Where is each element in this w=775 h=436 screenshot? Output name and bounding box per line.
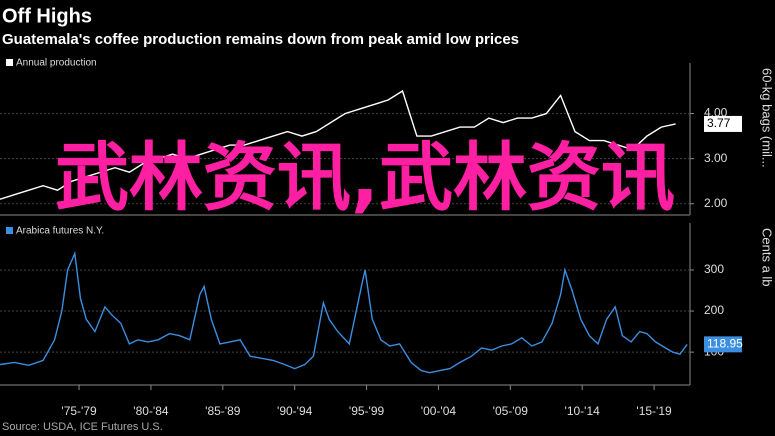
x-tick-label: '05-'09 [493,404,529,418]
x-tick-label: '15-'19 [636,404,672,418]
y-tick-label: 300 [704,262,724,276]
data-line [0,250,688,374]
y-tick-label: 2.00 [704,196,728,210]
legend-label: Annual production [16,58,97,69]
value-tag [704,336,742,353]
y-axis-label: 60-kg bags (mil... [760,68,775,168]
watermark: 武林资讯,武林资讯 [54,135,676,221]
data-line [0,89,676,200]
y-tick-label: 3.00 [704,151,728,165]
value-tag-label: 118.95 [707,337,743,351]
value-tag-label: 3.77 [707,116,731,130]
legend-label: Arabica futures N.Y. [16,226,104,237]
x-tick-label: '00-'04 [421,404,457,418]
y-axis-label: Cents a lb [760,228,775,287]
legend-swatch [6,227,13,234]
x-tick-label: '90-'94 [277,404,313,418]
subtitle: Guatemala's coffee production remains do… [2,31,519,48]
title: Off Highs [2,5,92,27]
x-tick-label: '85-'89 [205,404,241,418]
source: Source: USDA, ICE Futures U.S. [2,421,163,433]
x-tick-label: '80-'84 [133,404,169,418]
x-tick-label: '75-'79 [61,404,97,418]
x-tick-label: '10-'14 [565,404,601,418]
legend-swatch [6,59,13,66]
value-tag [704,115,742,132]
y-tick-label: 200 [704,303,724,317]
x-tick-label: '95-'99 [349,404,385,418]
